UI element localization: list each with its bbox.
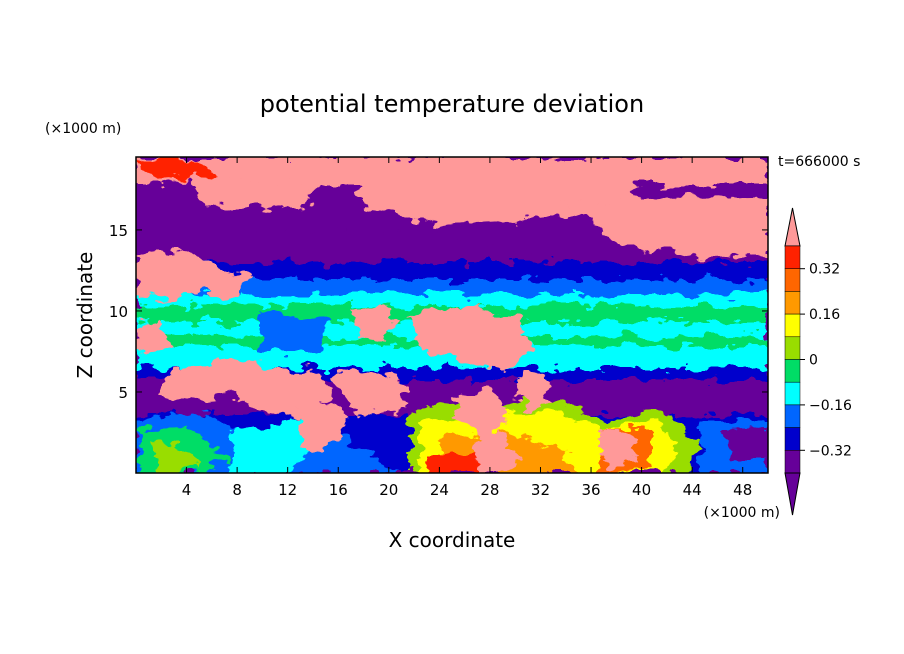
- colorbar-segment: [784, 381, 801, 406]
- colorbar-tick-label: 0: [809, 353, 818, 369]
- colorbar-segment: [784, 245, 801, 269]
- y-tick-label: 5: [118, 384, 128, 402]
- x-tick-label: 40: [632, 481, 651, 499]
- colorbar-tick-label: 0.16: [809, 307, 840, 323]
- colorbar-tick-label: 0.32: [809, 262, 840, 278]
- chart-title: potential temperature deviation: [260, 90, 644, 118]
- colorbar-tick-label: −0.16: [809, 398, 852, 414]
- heatmap-field: [136, 157, 768, 473]
- x-axis: 4 8 12 16 20 24 28 32 36 40 44 48: [182, 157, 752, 499]
- colorbar-tick-label: −0.32: [809, 443, 852, 459]
- x-axis-label: X coordinate: [389, 528, 516, 552]
- colorbar: 0.32 0.16 0 −0.16 −0.32: [784, 207, 852, 516]
- x-tick-label: 16: [329, 481, 348, 499]
- y-tick-label: 10: [109, 303, 128, 321]
- x-tick-label: 28: [480, 481, 499, 499]
- colorbar-segment: [784, 427, 801, 451]
- plot-frame: [135, 156, 769, 474]
- colorbar-segment: [784, 359, 801, 383]
- time-label: t=666000 s: [778, 154, 860, 170]
- x-tick-label: 8: [232, 481, 242, 499]
- y-axis-label: Z coordinate: [73, 252, 97, 379]
- colorbar-segment: [784, 336, 801, 360]
- y-axis: 5 10 15: [109, 222, 768, 402]
- colorbar-segment: [784, 313, 801, 338]
- colorbar-segment: [784, 450, 801, 474]
- y-unit-label: (×1000 m): [45, 121, 121, 137]
- x-unit-label: (×1000 m): [704, 505, 780, 521]
- x-tick-label: 24: [430, 481, 449, 499]
- colorbar-segment: [784, 291, 801, 315]
- x-tick-label: 48: [733, 481, 752, 499]
- colorbar-bottom-arrow: [784, 472, 801, 516]
- colorbar-top-arrow: [784, 207, 801, 247]
- x-tick-label: 32: [531, 481, 550, 499]
- x-tick-label: 12: [278, 481, 297, 499]
- colorbar-segment: [784, 268, 801, 292]
- x-tick-label: 4: [182, 481, 192, 499]
- colorbar-segment: [784, 404, 801, 428]
- x-tick-label: 36: [581, 481, 600, 499]
- y-tick-label: 15: [109, 222, 128, 240]
- x-tick-label: 44: [683, 481, 702, 499]
- x-tick-label: 20: [379, 481, 398, 499]
